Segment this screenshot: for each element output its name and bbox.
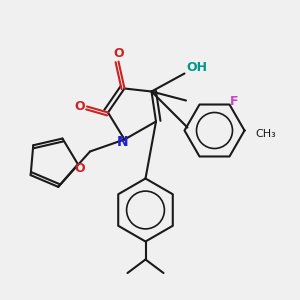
Text: O: O (74, 100, 85, 113)
Text: O: O (74, 162, 85, 175)
Text: OH: OH (186, 61, 207, 74)
Text: N: N (117, 136, 129, 149)
Text: O: O (113, 47, 124, 61)
Text: F: F (230, 95, 238, 108)
Text: CH₃: CH₃ (255, 128, 276, 139)
